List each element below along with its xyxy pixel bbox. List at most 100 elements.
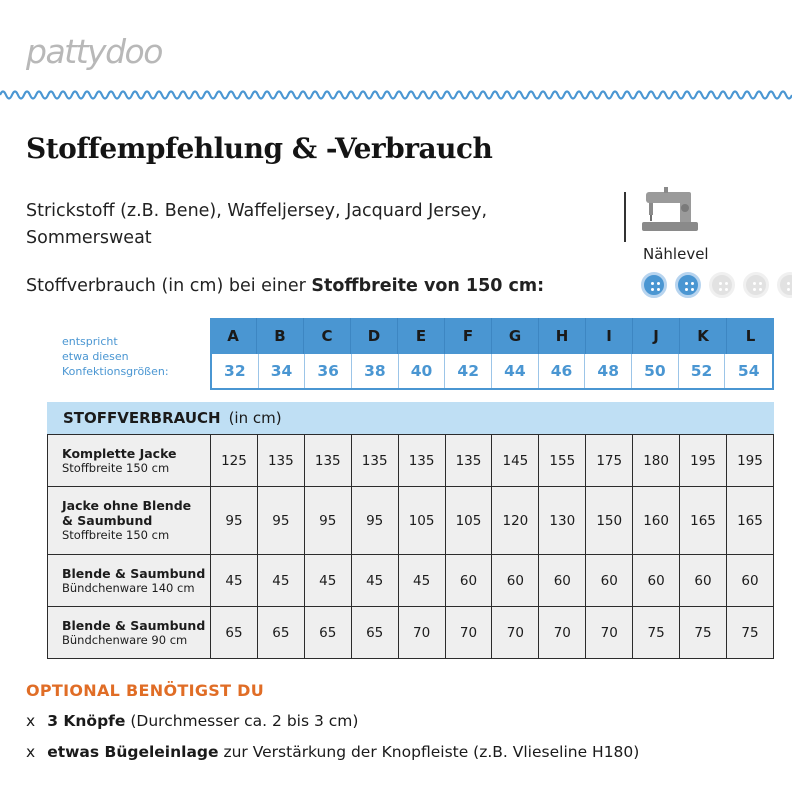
size-number: 44 (492, 354, 539, 388)
optional-title: OPTIONAL BENÖTIGST DU (26, 681, 265, 700)
sizes-label-line-1: entspricht (62, 335, 118, 348)
table-cell: 70 (397, 606, 446, 659)
table-cell: 160 (632, 486, 681, 555)
table-cell: 45 (256, 554, 305, 607)
fabric-line-2: Sommersweat (26, 228, 152, 248)
sewing-machine-icon (642, 187, 698, 231)
optional-item-bold: 3 Knöpfe (47, 712, 126, 730)
size-number: 40 (399, 354, 446, 388)
size-letter: C (304, 318, 351, 354)
table-cell: 45 (210, 554, 258, 607)
table-cell: 60 (491, 554, 540, 607)
table-cell: 45 (397, 554, 446, 607)
level-button-icon (675, 272, 701, 298)
row-label: Blende & Saumbund Bündchenware 90 cm (47, 606, 211, 659)
level-button-icon (743, 272, 769, 298)
size-number: 32 (212, 354, 259, 388)
page-title: Stoffempfehlung & -Verbrauch (26, 132, 493, 165)
table-cell: 135 (256, 434, 305, 487)
table-cell: 95 (303, 486, 352, 555)
table-cell: 70 (538, 606, 587, 659)
table-cell: 145 (491, 434, 540, 487)
table-cell: 95 (256, 486, 305, 555)
optional-item-text: (Durchmesser ca. 2 bis 3 cm) (130, 712, 359, 730)
level-divider (624, 192, 626, 242)
wave-divider (0, 90, 792, 100)
level-button-icon (709, 272, 735, 298)
size-number: 42 (445, 354, 493, 388)
bullet-x: x (26, 712, 36, 730)
size-letter: D (351, 318, 398, 354)
row-label-title: Komplette Jacke (62, 445, 177, 461)
table-cell: 155 (538, 434, 587, 487)
size-number: 50 (632, 354, 679, 388)
optional-item-text: zur Verstärkung der Knopfleiste (z.B. Vl… (223, 743, 640, 761)
table-cell: 135 (397, 434, 446, 487)
optional-item-interfacing: x etwas Bügeleinlage zur Verstärkung der … (26, 743, 639, 761)
consumption-header-unit: (in cm) (228, 409, 282, 427)
pattydoo-logo: pattydoo (26, 32, 163, 71)
row-label-title: Blende & Saumbund (62, 565, 206, 581)
table-cell: 135 (444, 434, 493, 487)
size-letter: B (257, 318, 304, 354)
table-cell: 105 (397, 486, 446, 555)
row-label-title: Blende & Saumbund (62, 617, 206, 633)
table-cell: 75 (679, 606, 727, 659)
fabric-recommendation: Strickstoff (z.B. Bene), Waffeljersey, J… (26, 198, 606, 252)
table-cell: 60 (632, 554, 681, 607)
table-cell: 70 (491, 606, 540, 659)
consumption-table: Komplette Jacke Stoffbreite 150 cm 125 135 1… (47, 434, 775, 659)
sewing-level-rating (641, 272, 792, 298)
size-letter: H (539, 318, 586, 354)
size-number: 36 (305, 354, 353, 388)
bullet-x: x (26, 743, 36, 761)
table-cell: 120 (491, 486, 540, 555)
table-row: Komplette Jacke Stoffbreite 150 cm 125 135 1… (47, 434, 775, 487)
table-cell: 135 (303, 434, 352, 487)
table-cell: 65 (303, 606, 352, 659)
row-label-title-2: & Saumbund (62, 513, 153, 528)
size-number: 46 (539, 354, 586, 388)
row-label-title: Jacke ohne Blende (62, 498, 192, 513)
table-cell: 95 (210, 486, 258, 555)
table-cell: 60 (538, 554, 587, 607)
size-letter: K (680, 318, 727, 354)
table-row: Blende & Saumbund Bündchenware 90 cm 65 65 6… (47, 606, 775, 659)
table-cell: 105 (444, 486, 493, 555)
table-cell: 135 (350, 434, 399, 487)
usage-bold: Stoffbreite von 150 cm: (311, 276, 545, 296)
table-cell: 125 (210, 434, 258, 487)
size-letter: I (586, 318, 633, 354)
size-numbers-row: 32 34 36 38 40 42 44 46 48 50 52 54 (210, 354, 774, 390)
table-cell: 165 (679, 486, 727, 555)
row-label-subtitle: Stoffbreite 150 cm (62, 460, 170, 475)
size-number: 54 (737, 362, 760, 380)
table-cell: 75 (725, 606, 775, 659)
table-cell: 60 (725, 554, 775, 607)
table-cell: 45 (303, 554, 352, 607)
table-cell: 65 (256, 606, 305, 659)
row-label-subtitle: Stoffbreite 150 cm (62, 528, 170, 542)
table-cell: 95 (350, 486, 399, 555)
table-cell: 75 (632, 606, 681, 659)
sizes-label-line-2: etwa diesen (62, 350, 129, 363)
size-letter: G (492, 318, 539, 354)
sizes-label-line-3: Konfektionsgrößen: (62, 365, 169, 378)
row-label: Jacke ohne Blende & Saumbund Stoffbreite 1… (47, 486, 211, 555)
table-cell: 70 (585, 606, 634, 659)
fabric-line-1: Strickstoff (z.B. Bene), Waffeljersey, J… (26, 201, 488, 221)
optional-item-buttons: x 3 Knöpfe (Durchmesser ca. 2 bis 3 cm) (26, 712, 358, 730)
table-row: Jacke ohne Blende & Saumbund Stoffbreite 1… (47, 486, 775, 555)
table-cell: 175 (585, 434, 634, 487)
table-cell: 60 (679, 554, 727, 607)
table-cell: 130 (538, 486, 587, 555)
table-cell: 150 (585, 486, 634, 555)
row-label-subtitle: Bündchenware 140 cm (62, 580, 195, 595)
table-row: Blende & Saumbund Bündchenware 140 cm 45 45… (47, 554, 775, 607)
row-label: Komplette Jacke Stoffbreite 150 cm (47, 434, 211, 487)
usage-statement: Stoffverbrauch (in cm) bei einer Stoffbr… (26, 276, 544, 296)
row-label-subtitle: Bündchenware 90 cm (62, 632, 188, 647)
level-button-icon (777, 272, 792, 298)
